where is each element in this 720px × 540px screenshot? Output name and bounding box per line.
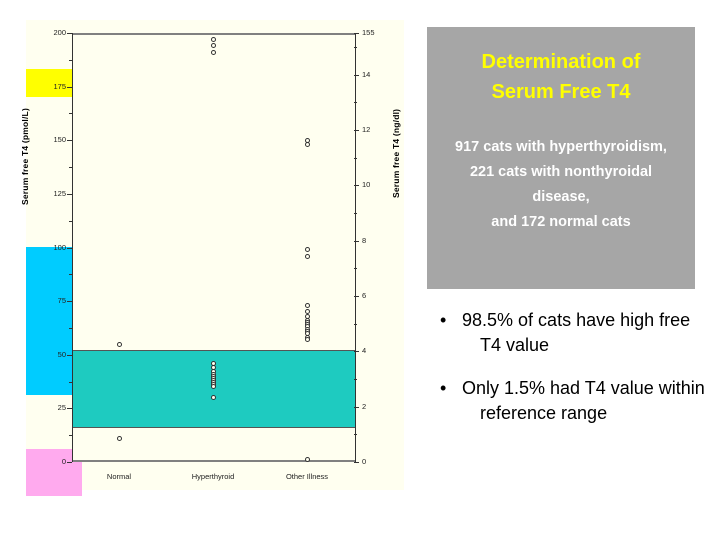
plot-top-border bbox=[73, 33, 355, 35]
outlier-point bbox=[304, 457, 310, 463]
y-tick-label-left: 100 bbox=[53, 242, 66, 252]
y-tick-label-left: 125 bbox=[53, 188, 66, 198]
y-tick-mark-left bbox=[67, 140, 72, 142]
title-heading-line1: Determination of bbox=[481, 51, 641, 73]
outlier-point bbox=[304, 142, 310, 148]
x-axis-category-label: Other Illness bbox=[285, 472, 329, 481]
y-axis-label-left: Serum free T4 (pmol/L) bbox=[20, 108, 30, 205]
y-tick-mark-left bbox=[67, 33, 72, 34]
y-tick-mark-left bbox=[67, 86, 72, 88]
y-tick-mark-left bbox=[67, 462, 72, 463]
y-tick-mark-right bbox=[354, 240, 359, 242]
outlier-point bbox=[210, 395, 216, 401]
y-tick-label-left: 200 bbox=[53, 28, 66, 37]
y-tick-mark-right bbox=[354, 185, 359, 187]
y-tick-label-right: 155 bbox=[362, 28, 375, 37]
bullet-text: Only 1.5% had T4 value within reference … bbox=[462, 378, 705, 423]
y-tick-mark-left-minor bbox=[69, 327, 72, 329]
outlier-point bbox=[210, 43, 216, 49]
outlier-point bbox=[116, 435, 122, 441]
outlier-point bbox=[304, 337, 310, 343]
outlier-point bbox=[210, 384, 216, 390]
outlier-point bbox=[304, 302, 310, 308]
y-tick-mark-left-minor bbox=[69, 274, 72, 276]
y-tick-label-right: 12 bbox=[362, 124, 371, 134]
y-tick-mark-right-minor bbox=[354, 102, 357, 104]
outlier-point bbox=[304, 247, 310, 253]
bullet-list: • 98.5% of cats have high free T4 value … bbox=[432, 308, 712, 444]
y-tick-label-right: 14 bbox=[362, 69, 371, 79]
y-tick-mark-right bbox=[354, 129, 359, 131]
title-heading: Determination of Serum Free T4 bbox=[427, 47, 695, 107]
y-tick-mark-left-minor bbox=[69, 220, 72, 222]
x-axis-category-label: Hyperthyroid bbox=[191, 472, 235, 481]
outlier-point bbox=[116, 341, 122, 347]
y-tick-mark-right-minor bbox=[354, 268, 357, 270]
y-tick-label-left: 50 bbox=[57, 349, 66, 359]
y-tick-label-left: 175 bbox=[53, 81, 66, 91]
y-tick-label-right: 4 bbox=[362, 346, 367, 356]
y-tick-mark-right bbox=[354, 74, 359, 76]
y-tick-mark-right-minor bbox=[354, 157, 357, 159]
y-tick-mark-right bbox=[354, 351, 359, 353]
y-tick-mark-left bbox=[67, 354, 72, 356]
y-tick-mark-right-minor bbox=[354, 46, 357, 48]
list-item: • Only 1.5% had T4 value within referenc… bbox=[432, 376, 712, 426]
y-tick-mark-left bbox=[67, 408, 72, 410]
y-tick-mark-left-minor bbox=[69, 435, 72, 437]
title-box: Determination of Serum Free T4 917 cats … bbox=[427, 27, 695, 289]
y-tick-mark-right bbox=[354, 295, 359, 297]
bullet-marker: • bbox=[440, 378, 447, 398]
y-tick-mark-left-minor bbox=[69, 113, 72, 115]
y-tick-mark-left bbox=[67, 247, 72, 249]
y-tick-label-left: 0 bbox=[61, 457, 66, 466]
list-item: • 98.5% of cats have high free T4 value bbox=[432, 308, 712, 358]
y-tick-mark-left bbox=[67, 301, 72, 303]
y-tick-mark-right bbox=[354, 406, 359, 408]
y-tick-label-right: 0 bbox=[362, 457, 367, 466]
y-tick-mark-left-minor bbox=[69, 381, 72, 383]
subtext-line3: disease, bbox=[532, 189, 590, 205]
outlier-point bbox=[210, 49, 216, 55]
subtext-line4: and 172 normal cats bbox=[491, 214, 631, 230]
y-tick-label-left: 75 bbox=[57, 296, 66, 306]
y-tick-label-right: 6 bbox=[362, 290, 367, 300]
subtext-line1: 917 cats with hyperthyroidism, bbox=[455, 139, 667, 155]
x-axis-category-label: Normal bbox=[106, 472, 132, 481]
bullet-text: 98.5% of cats have high free T4 value bbox=[462, 310, 691, 355]
outlier-point bbox=[210, 36, 216, 42]
y-tick-label-right: 10 bbox=[362, 180, 371, 190]
outlier-point bbox=[304, 253, 310, 259]
y-tick-mark-left bbox=[67, 193, 72, 195]
y-tick-label-left: 25 bbox=[57, 403, 66, 413]
y-axis-label-right: Serum free T4 (ng/dl) bbox=[391, 108, 401, 198]
title-subtext: 917 cats with hyperthyroidism, 221 cats … bbox=[435, 135, 687, 235]
y-tick-mark-right-minor bbox=[354, 434, 357, 436]
y-tick-mark-left-minor bbox=[69, 167, 72, 169]
y-tick-mark-right bbox=[354, 33, 359, 34]
y-tick-mark-right-minor bbox=[354, 323, 357, 325]
y-tick-label-left: 150 bbox=[53, 135, 66, 145]
y-tick-label-right: 2 bbox=[362, 401, 367, 411]
y-tick-mark-right-minor bbox=[354, 212, 357, 214]
subtext-line2: 221 cats with nonthyroidal bbox=[469, 164, 653, 180]
y-tick-mark-left-minor bbox=[69, 59, 72, 61]
y-tick-mark-right bbox=[354, 462, 359, 463]
y-tick-mark-right-minor bbox=[354, 378, 357, 380]
boxplot-chart: Serum free T4 (pmol/L) Serum free T4 (ng… bbox=[20, 20, 404, 497]
plot-bottom-border bbox=[73, 460, 355, 462]
bullet-marker: • bbox=[440, 310, 447, 330]
y-tick-label-right: 8 bbox=[362, 235, 367, 245]
title-heading-line2: Serum Free T4 bbox=[491, 81, 631, 103]
